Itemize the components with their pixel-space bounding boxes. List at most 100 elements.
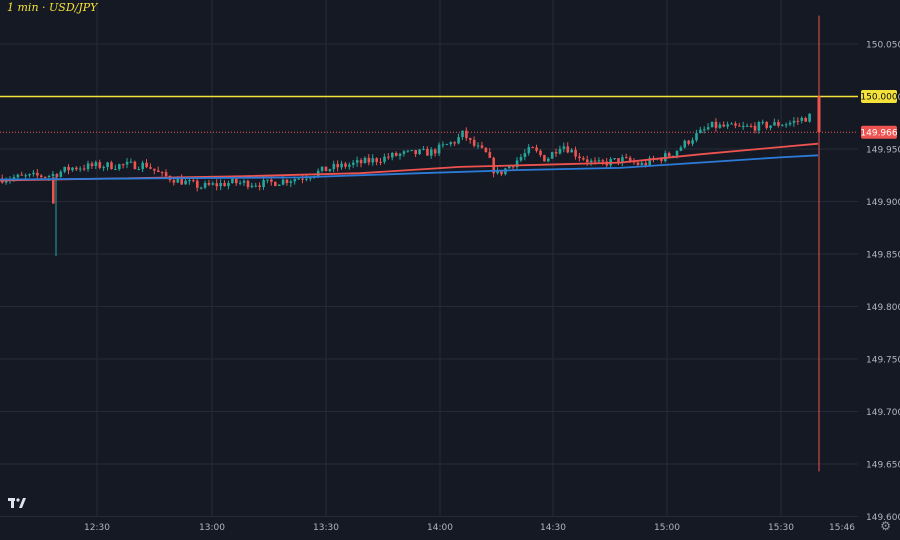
candle-body — [461, 130, 464, 138]
candle-body — [188, 180, 191, 182]
settings-gear-icon[interactable]: ⚙ — [880, 519, 891, 533]
candle-body — [398, 153, 402, 156]
tradingview-logo-icon[interactable] — [8, 494, 26, 513]
candle-body — [394, 153, 398, 156]
candle-body — [75, 167, 78, 170]
candle-body — [359, 160, 363, 164]
candle-body — [110, 162, 113, 170]
candle-body — [180, 178, 183, 185]
y-tick-label: 149.600 — [866, 513, 900, 523]
candle-body — [203, 183, 207, 188]
candle-body — [28, 174, 31, 176]
candle-body — [469, 138, 472, 140]
candle-body — [55, 174, 59, 177]
candle-body — [387, 156, 390, 158]
candle-body — [47, 175, 51, 178]
candle-body — [515, 160, 519, 168]
x-tick-label: 14:30 — [540, 523, 566, 533]
candle-body — [613, 158, 616, 160]
candle-body — [79, 168, 82, 170]
candle-body — [219, 182, 222, 187]
candle-body — [523, 153, 527, 158]
candle-body — [582, 158, 585, 160]
candle-body — [699, 129, 702, 134]
candle-body — [617, 158, 620, 163]
candle-body — [16, 174, 20, 178]
candle-body — [410, 149, 414, 151]
candle-body — [788, 122, 792, 125]
candle-body — [742, 126, 745, 128]
candle-body — [539, 150, 542, 156]
candle-body — [320, 166, 324, 171]
candle-body — [24, 175, 27, 177]
candle-body — [527, 147, 531, 154]
candle-body — [675, 150, 679, 156]
x-tick-label: 13:30 — [313, 523, 339, 533]
x-tick-label: 14:00 — [427, 523, 453, 533]
candle-body — [418, 149, 421, 155]
candle-body — [484, 147, 488, 153]
candle-body — [391, 153, 394, 158]
candle-body — [808, 113, 811, 122]
candle-body — [773, 122, 776, 126]
candle-body — [683, 140, 687, 148]
candle-body — [324, 166, 328, 172]
candle-body — [441, 144, 445, 146]
candle-body — [231, 178, 234, 184]
price-tag-label: 150.000 — [860, 93, 897, 103]
candle-body — [691, 140, 694, 144]
y-tick-label: 149.850 — [866, 251, 900, 261]
candle-body — [500, 171, 503, 175]
candle-body — [281, 179, 285, 185]
candle-body — [250, 185, 254, 188]
candle-body — [106, 162, 109, 168]
candle-body — [745, 125, 749, 127]
candle-body — [223, 182, 226, 187]
candle-body — [141, 162, 144, 170]
candle-body — [383, 156, 386, 162]
candle-body — [519, 157, 523, 161]
candle-body — [36, 172, 39, 176]
candle-body — [137, 169, 141, 171]
candle-body — [784, 124, 788, 126]
candle-body — [94, 162, 98, 167]
candle-body — [621, 157, 624, 163]
y-tick-label: 149.650 — [866, 461, 900, 471]
candle-body — [453, 142, 456, 144]
candle-body — [543, 155, 546, 162]
candle-body — [625, 157, 628, 159]
candle-body — [211, 183, 215, 185]
candle-body — [348, 164, 351, 167]
candle-body — [628, 157, 632, 162]
candle-body — [558, 148, 562, 154]
candle-body — [86, 163, 90, 170]
candle-body — [176, 178, 180, 183]
candle-body — [488, 152, 492, 158]
candle-body — [4, 180, 8, 183]
candle-body — [235, 178, 238, 184]
price-tag-label: 149.966 — [860, 128, 897, 138]
candle-body — [769, 125, 772, 128]
candle-body — [90, 163, 94, 167]
moving-average-line — [0, 154, 819, 181]
candle-body — [703, 129, 706, 131]
candle-body — [63, 166, 66, 172]
candle-body — [352, 162, 355, 165]
candle-body — [121, 164, 125, 166]
candle-body — [437, 144, 441, 154]
candle-body — [293, 179, 297, 182]
candle-body — [574, 149, 577, 157]
price-tag — [861, 90, 897, 103]
candle-body — [102, 167, 105, 169]
candle-body — [508, 166, 511, 169]
chart-title: 1 min · USD/JPY — [7, 1, 98, 14]
candle-body — [777, 122, 780, 126]
candle-body — [160, 171, 164, 173]
candle-body — [566, 146, 570, 153]
candle-body — [765, 122, 768, 128]
candle-body — [12, 177, 16, 180]
candle-body — [640, 162, 644, 165]
candle-body — [644, 162, 648, 166]
